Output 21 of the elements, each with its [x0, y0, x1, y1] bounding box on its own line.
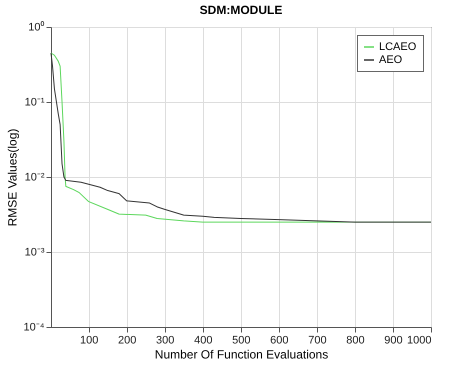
legend-label: LCAEO [379, 41, 417, 53]
x-tick-label: 300 [156, 334, 174, 346]
y-tick-label: 10⁻⁴ [24, 322, 45, 334]
x-tick-label: 200 [118, 334, 136, 346]
x-tick-label: 100 [80, 334, 98, 346]
y-tick-label: 10⁻¹ [24, 96, 45, 108]
line-series [50, 52, 432, 223]
x-tick-label: 700 [308, 334, 327, 346]
legend-label: AEO [379, 54, 403, 66]
y-tick-label: 10⁻² [24, 172, 45, 184]
x-tick-label: 800 [346, 334, 365, 346]
x-axis-title: Number Of Function Evaluations [154, 348, 328, 362]
x-tick-label: 600 [270, 334, 289, 346]
y-axis-title: RMSE Values(log) [6, 128, 20, 226]
chart-title: SDM:MODULE [200, 3, 282, 17]
y-tick-label: 10⁰ [28, 20, 44, 34]
y-tick-label: 10⁻³ [24, 246, 45, 258]
x-tick-label: 1000 [407, 334, 432, 346]
x-tick-label: 900 [384, 334, 403, 346]
x-tick-label: 500 [232, 334, 250, 346]
x-tick-label: 400 [194, 334, 212, 346]
